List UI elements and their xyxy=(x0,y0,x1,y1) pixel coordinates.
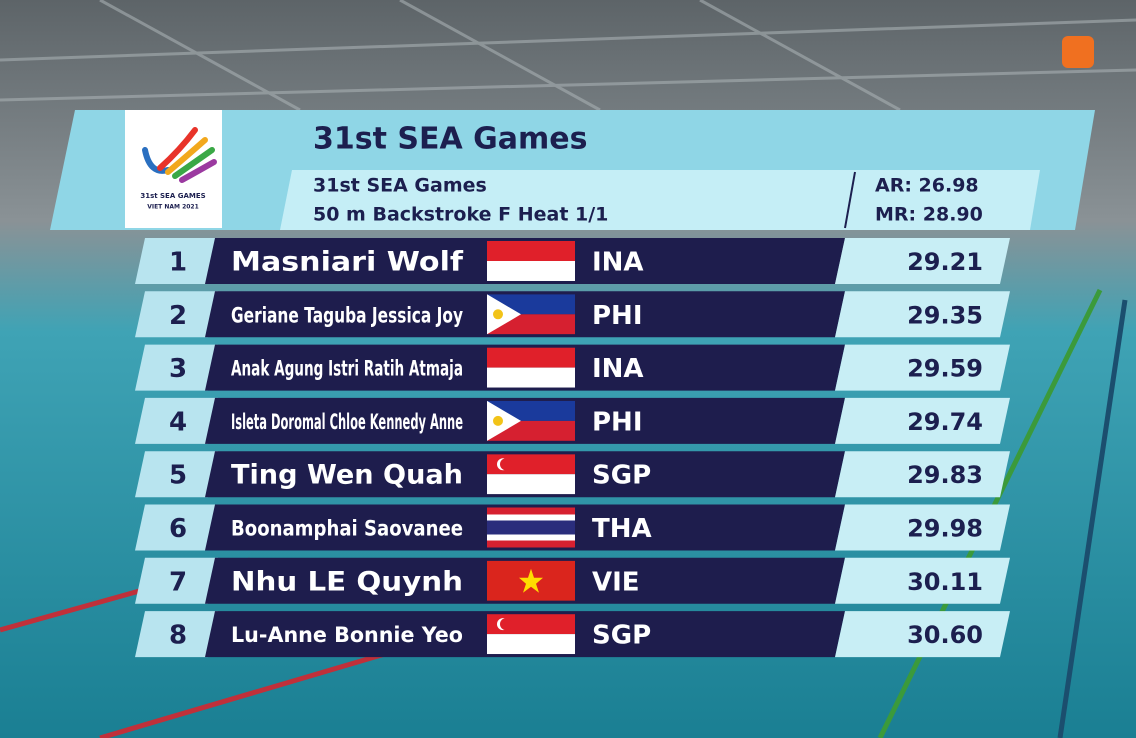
athlete-name: Geriane Taguba Jessica Joy xyxy=(231,303,463,327)
time-box xyxy=(835,451,1010,498)
country-code: INA xyxy=(592,354,644,384)
rank-box xyxy=(135,238,218,284)
time: 29.98 xyxy=(907,515,983,543)
country-code: THA xyxy=(592,514,652,544)
result-row: 2 Geriane Taguba Jessica Joy PHI 29.35 xyxy=(135,291,1010,338)
country-code: PHI xyxy=(592,301,643,331)
time: 29.21 xyxy=(907,248,983,276)
results: 1 Masniari Wolf INA 29.21 2 Geriane Taguba Je… xyxy=(135,238,1010,658)
result-row: 3 Anak Agung Istri Ratih Atmaja INA 29.59 xyxy=(135,344,1010,391)
rank-box xyxy=(135,611,218,658)
time-box xyxy=(835,397,1010,444)
result-row: 6 Boonamphai Saovanee THA 29.98 xyxy=(135,504,1010,551)
rank-box xyxy=(135,344,218,391)
rank-box xyxy=(135,291,218,338)
athlete-name: Masniari Wolf xyxy=(231,247,463,278)
rank: 4 xyxy=(169,407,187,437)
flag xyxy=(487,614,575,655)
broadcaster-logo xyxy=(1062,36,1094,68)
flag xyxy=(487,560,575,601)
athlete-name: Ting Wen Quah xyxy=(231,460,463,491)
country-code: SGP xyxy=(592,621,651,651)
time-box xyxy=(835,504,1010,551)
rank: 8 xyxy=(169,621,187,651)
country-code: INA xyxy=(592,248,644,278)
country-code: SGP xyxy=(592,461,651,491)
rank: 7 xyxy=(169,567,187,597)
result-row: 5 Ting Wen Quah SGP 29.83 xyxy=(135,451,1010,498)
flag xyxy=(487,454,575,495)
rank: 5 xyxy=(169,461,187,491)
flag xyxy=(487,507,575,548)
event-name: 31st SEA Games xyxy=(313,175,487,197)
rank: 1 xyxy=(169,248,187,278)
athlete-name: Isleta Doromal Chloe Kennedy Anne xyxy=(231,410,463,434)
event-detail: 50 m Backstroke F Heat 1/1 xyxy=(313,204,608,226)
logo-mark xyxy=(142,127,217,183)
rank-box xyxy=(135,504,218,551)
roof-truss xyxy=(0,0,1136,112)
country-code: PHI xyxy=(592,407,643,437)
time-box xyxy=(835,238,1010,284)
rank: 2 xyxy=(169,301,187,331)
event-panel xyxy=(280,170,1040,230)
time-box xyxy=(835,557,1010,604)
athlete-name: Lu-Anne Bonnie Yeo xyxy=(231,623,463,647)
rank: 6 xyxy=(169,514,187,544)
rank-box xyxy=(135,397,218,444)
logo-text: VIET NAM 2021 xyxy=(147,204,199,211)
time: 30.11 xyxy=(907,568,983,596)
result-row: 8 Lu-Anne Bonnie Yeo SGP 30.60 xyxy=(135,611,1010,658)
time-box xyxy=(835,611,1010,658)
athlete-name: Anak Agung Istri Ratih Atmaja xyxy=(231,357,463,381)
flag xyxy=(487,241,575,281)
flag xyxy=(487,294,575,335)
time-box xyxy=(835,344,1010,391)
rank-box xyxy=(135,557,218,604)
time: 29.35 xyxy=(907,301,983,329)
divider xyxy=(844,171,856,229)
time: 29.59 xyxy=(907,355,983,383)
time: 29.83 xyxy=(907,461,983,489)
record: MR: 28.90 xyxy=(875,204,983,226)
athlete-name: Boonamphai Saovanee xyxy=(231,517,463,541)
result-row: 1 Masniari Wolf INA 29.21 xyxy=(135,238,1010,284)
record: AR: 26.98 xyxy=(875,175,979,197)
athlete-name: Nhu LE Quynh xyxy=(231,566,463,597)
flag xyxy=(487,347,575,388)
flag xyxy=(487,400,575,441)
logo-text: 31st SEA GAMES xyxy=(140,192,205,200)
rank-box xyxy=(135,451,218,498)
country-code: VIE xyxy=(592,567,640,597)
result-row: 4 Isleta Doromal Chloe Kennedy Anne PHI 29.… xyxy=(135,397,1010,444)
time-box xyxy=(835,291,1010,338)
time: 29.74 xyxy=(907,408,983,436)
result-row: 7 Nhu LE Quynh VIE 30.11 xyxy=(135,557,1010,604)
time: 30.60 xyxy=(907,621,983,649)
title: 31st SEA Games xyxy=(313,122,587,157)
rank: 3 xyxy=(169,354,187,384)
